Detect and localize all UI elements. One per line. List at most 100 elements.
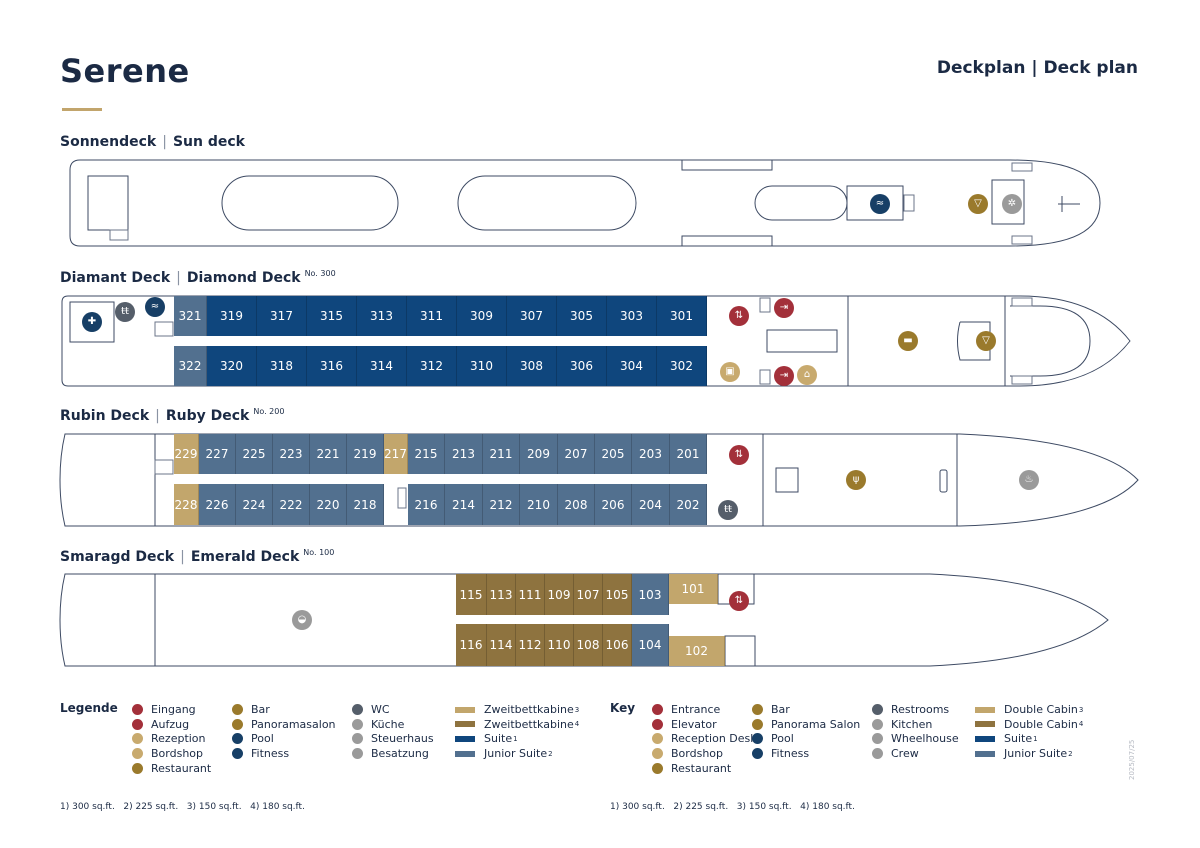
cabin-109[interactable]: 109: [545, 574, 574, 615]
sun-deck-hull: [69, 159, 1101, 247]
cabin-308[interactable]: 308: [507, 346, 557, 386]
cabin-316[interactable]: 316: [307, 346, 357, 386]
cabin-201[interactable]: 201: [670, 434, 707, 474]
legend-label: Bordshop: [151, 747, 204, 761]
kitchen-icon: ♨: [1019, 470, 1039, 490]
cabin-224[interactable]: 224: [236, 484, 273, 525]
cabin-113[interactable]: 113: [487, 574, 516, 615]
cabin-226[interactable]: 226: [199, 484, 236, 525]
legend-label: Küche: [371, 717, 405, 731]
legend_en-item-kitchen: Kitchen: [872, 718, 932, 731]
cabin-220[interactable]: 220: [310, 484, 347, 525]
cabin-116[interactable]: 116: [456, 624, 487, 666]
cabin-114[interactable]: 114: [487, 624, 516, 666]
pool-icon: [232, 733, 243, 745]
legend_de-item-steuerhaus: Steuerhaus: [352, 732, 434, 745]
reception-icon: [652, 733, 663, 745]
legend-label: Eingang: [151, 703, 196, 716]
cabin-106[interactable]: 106: [603, 624, 632, 666]
cabin-221[interactable]: 221: [310, 434, 347, 474]
cabin-103[interactable]: 103: [632, 574, 669, 615]
legend_de-item-bordshop: Bordshop: [132, 747, 203, 760]
bar-icon: [752, 704, 763, 715]
cabin-209[interactable]: 209: [520, 434, 558, 474]
junior_suite-swatch: [455, 750, 475, 757]
cabin-210[interactable]: 210: [520, 484, 558, 525]
footnote-ref: 3: [1078, 705, 1084, 714]
double_cabin_150-swatch: [975, 706, 995, 713]
cabin-214[interactable]: 214: [445, 484, 483, 525]
cabin-215[interactable]: 215: [408, 434, 445, 474]
cabin-229[interactable]: 229: [174, 434, 199, 474]
cabin-115[interactable]: 115: [456, 574, 487, 615]
cabin-112[interactable]: 112: [516, 624, 545, 666]
cabin-208[interactable]: 208: [558, 484, 595, 525]
cabin-225[interactable]: 225: [236, 434, 273, 474]
deck-name-de: Smaragd Deck: [60, 549, 175, 565]
cabin-322[interactable]: 322: [174, 346, 207, 386]
cabin-310[interactable]: 310: [457, 346, 507, 386]
legend_de-item-eingang: Eingang: [132, 703, 196, 716]
cabin-216[interactable]: 216: [408, 484, 445, 525]
cabin-104[interactable]: 104: [632, 624, 669, 666]
cabin-207[interactable]: 207: [558, 434, 595, 474]
legend_en-item-pool: Pool: [752, 732, 794, 745]
cabin-307[interactable]: 307: [507, 296, 557, 336]
cabin-311[interactable]: 311: [407, 296, 457, 336]
cabin-306[interactable]: 306: [557, 346, 607, 386]
cabin-305[interactable]: 305: [557, 296, 607, 336]
crew-icon: [352, 748, 363, 760]
cabin-102[interactable]: 102: [669, 636, 725, 666]
cabin-314[interactable]: 314: [357, 346, 407, 386]
cabin-222[interactable]: 222: [273, 484, 310, 525]
cabin-303[interactable]: 303: [607, 296, 657, 336]
panorama-salon-icon: ▬: [898, 331, 918, 351]
cabin-206[interactable]: 206: [595, 484, 632, 525]
cabin-204[interactable]: 204: [632, 484, 670, 525]
legend_de-item-restaurant: Restaurant: [132, 762, 211, 775]
cabin-318[interactable]: 318: [257, 346, 307, 386]
deck-name-en: Emerald Deck: [190, 549, 300, 565]
cabin-321[interactable]: 321: [174, 296, 207, 336]
cabin-108[interactable]: 108: [574, 624, 603, 666]
deck-name-en: Diamond Deck: [186, 270, 301, 286]
cabin-315[interactable]: 315: [307, 296, 357, 336]
legend-label: Panorama Salon: [771, 717, 861, 731]
cabin-217[interactable]: 217: [384, 434, 408, 474]
cabin-105[interactable]: 105: [603, 574, 632, 615]
cabin-313[interactable]: 313: [357, 296, 407, 336]
cabin-301[interactable]: 301: [657, 296, 707, 336]
cabin-211[interactable]: 211: [483, 434, 520, 474]
cabin-309[interactable]: 309: [457, 296, 507, 336]
cabin-302[interactable]: 302: [657, 346, 707, 386]
legend-label: Bar: [251, 703, 270, 716]
cabin-312[interactable]: 312: [407, 346, 457, 386]
cabin-213[interactable]: 213: [445, 434, 483, 474]
cabin-203[interactable]: 203: [632, 434, 670, 474]
cabin-110[interactable]: 110: [545, 624, 574, 666]
bar-icon: ▽: [968, 194, 988, 214]
fitness-icon: [752, 748, 763, 760]
cabin-212[interactable]: 212: [483, 484, 520, 525]
cabin-218[interactable]: 218: [347, 484, 384, 525]
cabin-205[interactable]: 205: [595, 434, 632, 474]
cabin-320[interactable]: 320: [207, 346, 257, 386]
cabin-111[interactable]: 111: [516, 574, 545, 615]
cabin-107[interactable]: 107: [574, 574, 603, 615]
cabin-319[interactable]: 319: [207, 296, 257, 336]
legend-label: Reception Desk: [671, 732, 757, 746]
cabin-101[interactable]: 101: [669, 574, 718, 604]
deck-name-en: Ruby Deck: [165, 408, 250, 424]
cabin-228[interactable]: 228: [174, 484, 199, 525]
wheelhouse-icon: [352, 733, 363, 745]
cabin-227[interactable]: 227: [199, 434, 236, 474]
legend-label: Restrooms: [891, 703, 950, 716]
legend-label: Suite: [1004, 732, 1033, 746]
separator: |: [180, 549, 185, 565]
legend_en-item-panorama-salon: Panorama Salon: [752, 718, 860, 731]
cabin-304[interactable]: 304: [607, 346, 657, 386]
cabin-219[interactable]: 219: [347, 434, 384, 474]
cabin-317[interactable]: 317: [257, 296, 307, 336]
cabin-202[interactable]: 202: [670, 484, 707, 525]
cabin-223[interactable]: 223: [273, 434, 310, 474]
